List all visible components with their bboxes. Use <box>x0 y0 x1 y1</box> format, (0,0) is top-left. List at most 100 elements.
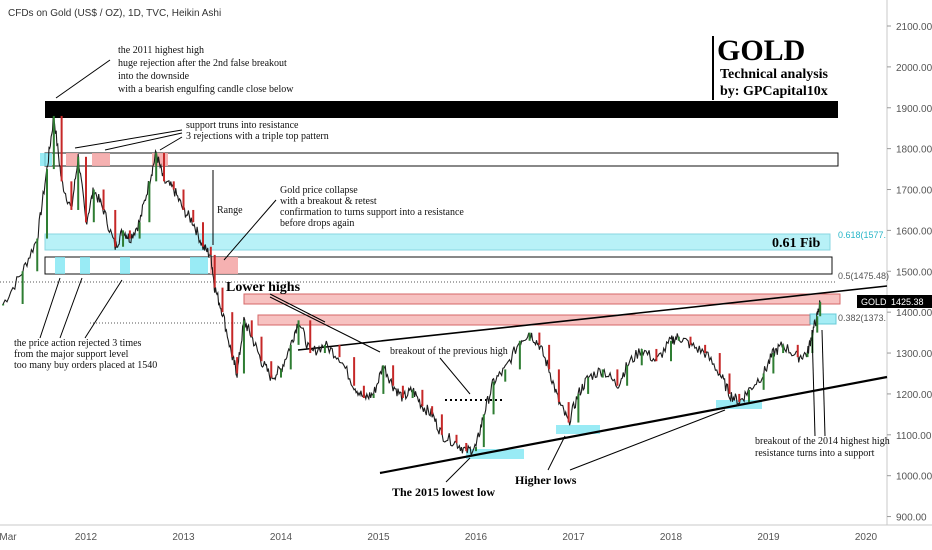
price-point <box>819 301 822 317</box>
y-tick-label: 1700.00 <box>896 186 932 197</box>
price-point <box>782 344 785 354</box>
price-point <box>601 369 604 378</box>
annotation-2011-high: the 2011 highest high huge rejection aft… <box>55 45 294 99</box>
svg-text:breakout of the 2014 highest h: breakout of the 2014 highest high <box>755 436 890 447</box>
price-point <box>528 332 531 341</box>
price-tag-symbol-bg <box>857 295 887 308</box>
price-point <box>482 414 485 448</box>
rejection-box <box>40 153 52 166</box>
x-axis-ticks: Mar 2012 2013 2014 2015 2016 2017 2018 2019 2020 <box>0 532 878 543</box>
y-tick-label: 2000.00 <box>896 63 932 74</box>
zone-retest-support <box>809 313 837 325</box>
price-point <box>455 434 458 443</box>
svg-text:Higher lows: Higher lows <box>515 473 577 487</box>
price-point <box>250 320 253 337</box>
price-point <box>60 115 63 182</box>
price-point <box>655 348 658 362</box>
rising-support-trendline <box>379 375 888 475</box>
price-point <box>504 369 507 382</box>
fib-618-label: 0.618(1577. <box>838 230 886 240</box>
price-point <box>353 357 356 386</box>
price-point <box>242 320 245 374</box>
fib-382-label: 0.382(1373. <box>838 313 886 323</box>
price-point <box>762 373 765 390</box>
price-point <box>772 353 775 374</box>
price-point <box>213 254 216 288</box>
price-point <box>677 336 680 341</box>
price-tag-symbol: GOLD <box>861 297 887 307</box>
price-point <box>231 312 234 358</box>
price-point <box>155 152 158 182</box>
brand-line1: Technical analysis <box>720 67 829 82</box>
price-point <box>518 340 521 370</box>
price-point <box>323 344 326 354</box>
y-tick-label: 1400.00 <box>896 308 932 319</box>
price-point <box>221 287 224 313</box>
price-point <box>616 369 619 386</box>
price-point <box>192 209 195 223</box>
y-tick-label: 2100.00 <box>896 22 932 33</box>
price-point <box>138 222 141 239</box>
price-point <box>289 344 292 370</box>
price-point <box>46 169 48 239</box>
price-point <box>92 189 95 223</box>
y-tick-label: 1200.00 <box>896 390 932 401</box>
price-point <box>411 389 414 399</box>
price-tag-value-bg <box>887 295 932 308</box>
price-point <box>382 365 385 394</box>
price-point <box>128 230 131 239</box>
price-tag-value: 1425.38 <box>891 297 924 307</box>
price-point <box>401 385 404 399</box>
support-touch-box <box>55 257 65 274</box>
price-point <box>372 393 375 399</box>
zone-lower-highs-upper <box>243 293 841 305</box>
svg-text:huge rejection after the 2nd f: huge rejection after the 2nd false break… <box>118 58 287 69</box>
x-tick-label: 2016 <box>465 532 488 543</box>
price-point <box>475 447 477 452</box>
svg-text:the 2011 highest high: the 2011 highest high <box>118 45 204 56</box>
price-point <box>182 189 185 210</box>
x-tick-label: 2013 <box>172 532 195 543</box>
price-point <box>36 238 39 272</box>
price-point <box>670 340 672 362</box>
price-point <box>2 303 5 306</box>
zone-fib-618 <box>44 233 831 251</box>
price-point <box>338 344 341 358</box>
svg-text:the price action rejected 3 ti: the price action rejected 3 times <box>14 338 142 349</box>
price-series <box>2 115 822 457</box>
price-point <box>718 353 721 374</box>
svg-text:Lower highs: Lower highs <box>226 280 301 295</box>
price-point <box>114 209 117 247</box>
y-tick-label: 1800.00 <box>896 145 932 156</box>
price-point <box>270 361 273 378</box>
svg-text:into the downside: into the downside <box>118 71 190 82</box>
svg-text:breakout of the previous high: breakout of the previous high <box>390 346 508 357</box>
rejection-box <box>66 153 78 166</box>
zone-2011-high <box>45 101 838 118</box>
x-tick-label: 2017 <box>562 532 585 543</box>
support-touch-box <box>120 257 130 274</box>
x-tick-label: 2018 <box>660 532 683 543</box>
plot-area <box>0 0 887 525</box>
annotation-support-resistance: support truns into resistance 3 rejectio… <box>74 120 329 151</box>
price-point <box>728 373 731 394</box>
price-point <box>816 316 819 333</box>
svg-text:confirmation to turns support: confirmation to turns support into a res… <box>280 207 464 218</box>
rejection-box <box>92 153 110 166</box>
resistance-trendline <box>297 285 888 351</box>
price-point <box>172 181 175 190</box>
annotation-lower-highs: Lower highs <box>226 280 381 353</box>
x-tick-label: 2020 <box>855 532 878 543</box>
chart-title: CFDs on Gold (US$ / OZ), 1D, TVC, Heikin… <box>8 8 221 19</box>
annotation-lowest: The 2015 lowest low <box>392 457 495 499</box>
svg-text:with a bearish engulfing candl: with a bearish engulfing candle close be… <box>118 84 294 95</box>
x-tick-label: Mar <box>0 532 17 543</box>
price-line <box>2 116 821 457</box>
zone-support-1540 <box>44 256 833 275</box>
price-point <box>163 152 165 182</box>
price-point <box>431 406 434 415</box>
y-tick-label: 1000.00 <box>896 472 932 483</box>
y-tick-label: 1900.00 <box>896 104 932 115</box>
brand-title: GOLD <box>717 34 805 67</box>
